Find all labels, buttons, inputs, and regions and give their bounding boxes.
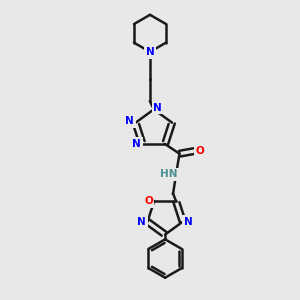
Text: O: O [195, 146, 204, 156]
Text: N: N [132, 139, 141, 149]
Text: N: N [184, 217, 193, 227]
Text: N: N [125, 116, 134, 126]
Text: N: N [146, 47, 154, 57]
Text: O: O [144, 196, 153, 206]
Text: N: N [137, 217, 146, 227]
Text: HN: HN [160, 169, 177, 179]
Text: N: N [153, 103, 162, 113]
